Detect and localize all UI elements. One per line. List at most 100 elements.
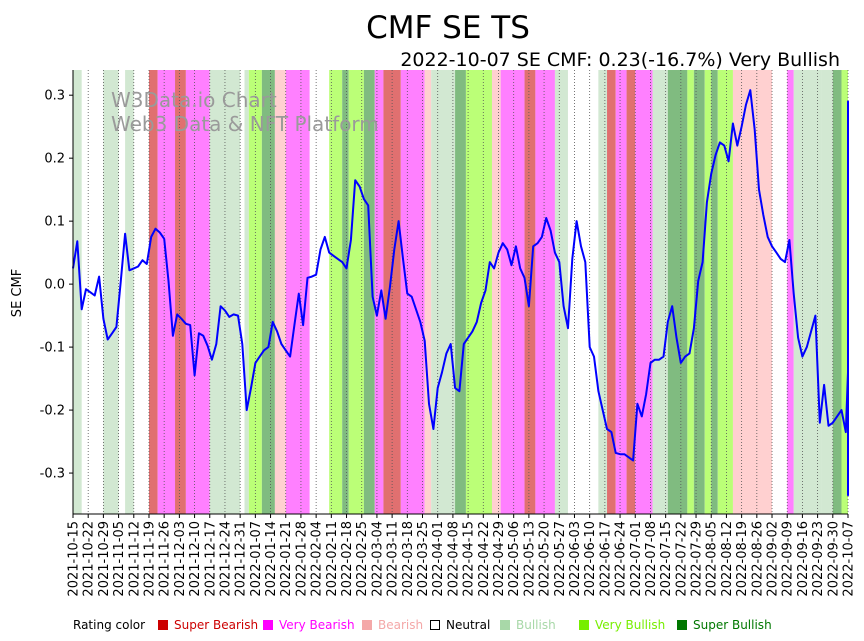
rating-band-very-bearish <box>157 70 176 514</box>
legend-swatch <box>362 620 372 630</box>
rating-band-bullish <box>652 70 668 514</box>
legend: Rating color Super Bearish Very Bearish Be… <box>73 618 772 632</box>
axes <box>72 70 848 515</box>
x-tick-label: 2021-12-17 <box>203 521 218 597</box>
rating-band-very-bullish <box>465 70 492 514</box>
series-layer <box>72 89 849 497</box>
x-tick-label: 2022-01-14 <box>264 521 279 597</box>
x-tick-label: 2022-01-21 <box>279 521 294 597</box>
x-tick-label: 2022-09-02 <box>766 521 781 597</box>
rating-band-super-bullish <box>667 70 688 514</box>
x-tick-label: 2022-05-20 <box>538 521 553 597</box>
rating-band-very-bullish <box>687 70 694 514</box>
x-tick-label: 2022-06-24 <box>614 521 629 597</box>
rating-band-very-bullish <box>841 70 848 514</box>
x-tick-label: 2022-02-04 <box>310 521 325 597</box>
watermark-line-2: Web3 Data & NFT Platform <box>111 112 379 136</box>
legend-swatch <box>430 620 440 630</box>
legend-swatch <box>158 620 168 630</box>
x-tick-label: 2022-07-08 <box>644 521 659 597</box>
legend-item-label: Neutral <box>446 618 490 632</box>
x-tick-label: 2022-07-01 <box>629 521 644 597</box>
rating-band-very-bullish <box>329 70 343 514</box>
rating-band-super-bullish <box>342 70 349 514</box>
x-tick-label: 2022-09-09 <box>781 521 796 597</box>
x-tick-label: 2022-04-22 <box>477 521 492 597</box>
rating-band-super-bearish <box>626 70 636 514</box>
watermark: W3Data.io Chart Web3 Data & NFT Platform <box>111 88 379 136</box>
y-tick-label: -0.3 <box>40 467 65 482</box>
x-tick-label: 2022-07-22 <box>674 521 689 597</box>
y-axis-label: SE CMF <box>10 269 25 317</box>
x-tick-label: 2022-04-01 <box>431 521 446 597</box>
rating-band-bullish <box>103 70 119 514</box>
x-tick-label: 2022-04-08 <box>446 521 461 597</box>
x-tick-label: 2022-09-30 <box>826 521 841 597</box>
legend-item-label: Super Bearish <box>174 618 258 632</box>
y-tick-label: -0.2 <box>40 404 65 419</box>
y-ticks: 0.3 0.2 0.1 0.0 -0.1 -0.2 -0.3 <box>40 89 73 482</box>
chart-title: CMF SE TS <box>366 10 530 46</box>
rating-band-very-bearish <box>615 70 627 514</box>
rating-band-super-bullish <box>261 70 275 514</box>
y-tick-label: 0.0 <box>44 278 65 293</box>
x-tick-label: 2021-12-31 <box>234 521 249 597</box>
x-tick-label: 2022-05-13 <box>522 521 537 597</box>
x-tick-label: 2021-11-19 <box>142 521 157 597</box>
rating-band-bullish <box>125 70 134 514</box>
x-tick-label: 2021-11-26 <box>158 521 173 597</box>
x-tick-label: 2022-06-03 <box>568 521 583 597</box>
rating-band-super-bullish <box>363 70 375 514</box>
x-tick-label: 2022-09-16 <box>796 521 811 597</box>
x-tick-label: 2022-01-28 <box>294 521 309 597</box>
x-tick-label: 2022-08-26 <box>750 521 765 597</box>
x-tick-label: 2022-03-11 <box>386 521 401 597</box>
x-ticks: 2021-10-15 2021-10-22 2021-10-29 2021-11-05… <box>67 514 857 597</box>
x-tick-label: 2022-03-04 <box>370 521 385 597</box>
x-tick-label: 2022-03-18 <box>401 521 416 597</box>
legend-item-label: Bullish <box>516 618 556 632</box>
rating-band-very-bullish <box>704 70 712 514</box>
legend-item-label: Very Bearish <box>279 618 355 632</box>
x-tick-label: 2022-05-27 <box>553 521 568 597</box>
x-tick-label: 2022-02-11 <box>325 521 340 597</box>
rating-band-very-bearish <box>185 70 210 514</box>
x-tick-label: 2021-11-12 <box>127 521 142 597</box>
x-tick-label: 2021-12-03 <box>173 521 188 597</box>
rating-band-bullish <box>598 70 608 514</box>
y-tick-label: 0.3 <box>44 89 65 104</box>
x-tick-label: 2022-07-15 <box>659 521 674 597</box>
x-tick-label: 2022-08-19 <box>735 521 750 597</box>
legend-title: Rating color <box>73 618 145 632</box>
x-tick-label: 2022-04-29 <box>492 521 507 597</box>
rating-band-very-bearish <box>374 70 384 514</box>
x-tick-label: 2021-12-24 <box>218 521 233 597</box>
rating-band-bullish <box>821 70 833 514</box>
rating-band-super-bearish <box>148 70 158 514</box>
rating-band-very-bearish <box>400 70 425 514</box>
watermark-line-1: W3Data.io Chart <box>111 88 277 112</box>
rating-band-bearish <box>274 70 286 514</box>
rating-band-super-bearish <box>175 70 186 514</box>
x-tick-label: 2022-05-06 <box>507 521 522 597</box>
x-tick-label: 2022-06-10 <box>583 521 598 597</box>
y-tick-label: 0.1 <box>44 215 65 230</box>
rating-band-super-bullish <box>832 70 842 514</box>
rating-band-bullish <box>244 70 249 514</box>
legend-swatch <box>677 620 687 630</box>
legend-item-label: Very Bullish <box>595 618 665 632</box>
rating-band-very-bearish <box>635 70 653 514</box>
rating-band-very-bullish <box>717 70 733 514</box>
rating-band-very-bullish <box>348 70 364 514</box>
y-tick-label: -0.1 <box>40 341 65 356</box>
x-tick-label: 2022-07-29 <box>690 521 705 597</box>
rating-band-bullish <box>73 70 82 514</box>
series-line-se-cmf <box>72 89 849 497</box>
x-tick-label: 2022-01-07 <box>249 521 264 597</box>
rating-band-very-bearish <box>787 70 794 514</box>
x-tick-label: 2021-10-22 <box>82 521 97 597</box>
legend-swatch <box>500 620 510 630</box>
chart-subtitle: 2022-10-07 SE CMF: 0.23(-16.7%) Very Bul… <box>400 49 840 71</box>
rating-band-super-bullish <box>455 70 466 514</box>
